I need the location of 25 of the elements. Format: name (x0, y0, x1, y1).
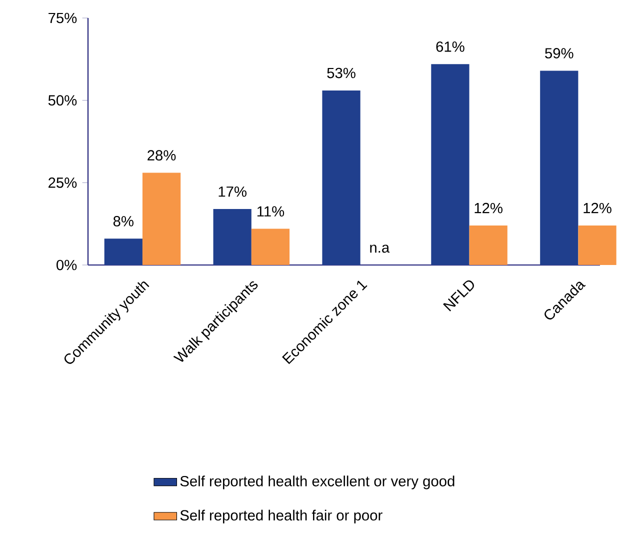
data-label: 8% (113, 216, 134, 226)
data-label: 59% (545, 48, 574, 58)
text: n.a (370, 244, 390, 253)
data-label: 11% (257, 206, 284, 216)
y-tick-label: 75% (48, 12, 77, 24)
bar (104, 238, 142, 265)
bar (578, 225, 616, 265)
data-label: 28% (148, 150, 176, 161)
y-tick-label: 25% (48, 177, 77, 188)
legend-label: Self reported health excellent or very good (180, 476, 454, 490)
bar (251, 228, 290, 265)
y-tick-label: 0% (56, 260, 77, 270)
data-label: 61% (436, 41, 464, 52)
y-tick-label: 50% (48, 95, 77, 106)
bar (322, 90, 360, 265)
bar (213, 209, 252, 265)
data-label: 17% (218, 186, 246, 197)
data-label: 12% (584, 202, 612, 214)
bar (469, 225, 508, 265)
bar (431, 64, 470, 265)
bar (142, 172, 181, 265)
data-label: 12% (474, 202, 502, 214)
legend-label: Self reported health fair or poor (180, 510, 382, 524)
data-label: 53% (327, 68, 356, 78)
bar (540, 70, 578, 265)
